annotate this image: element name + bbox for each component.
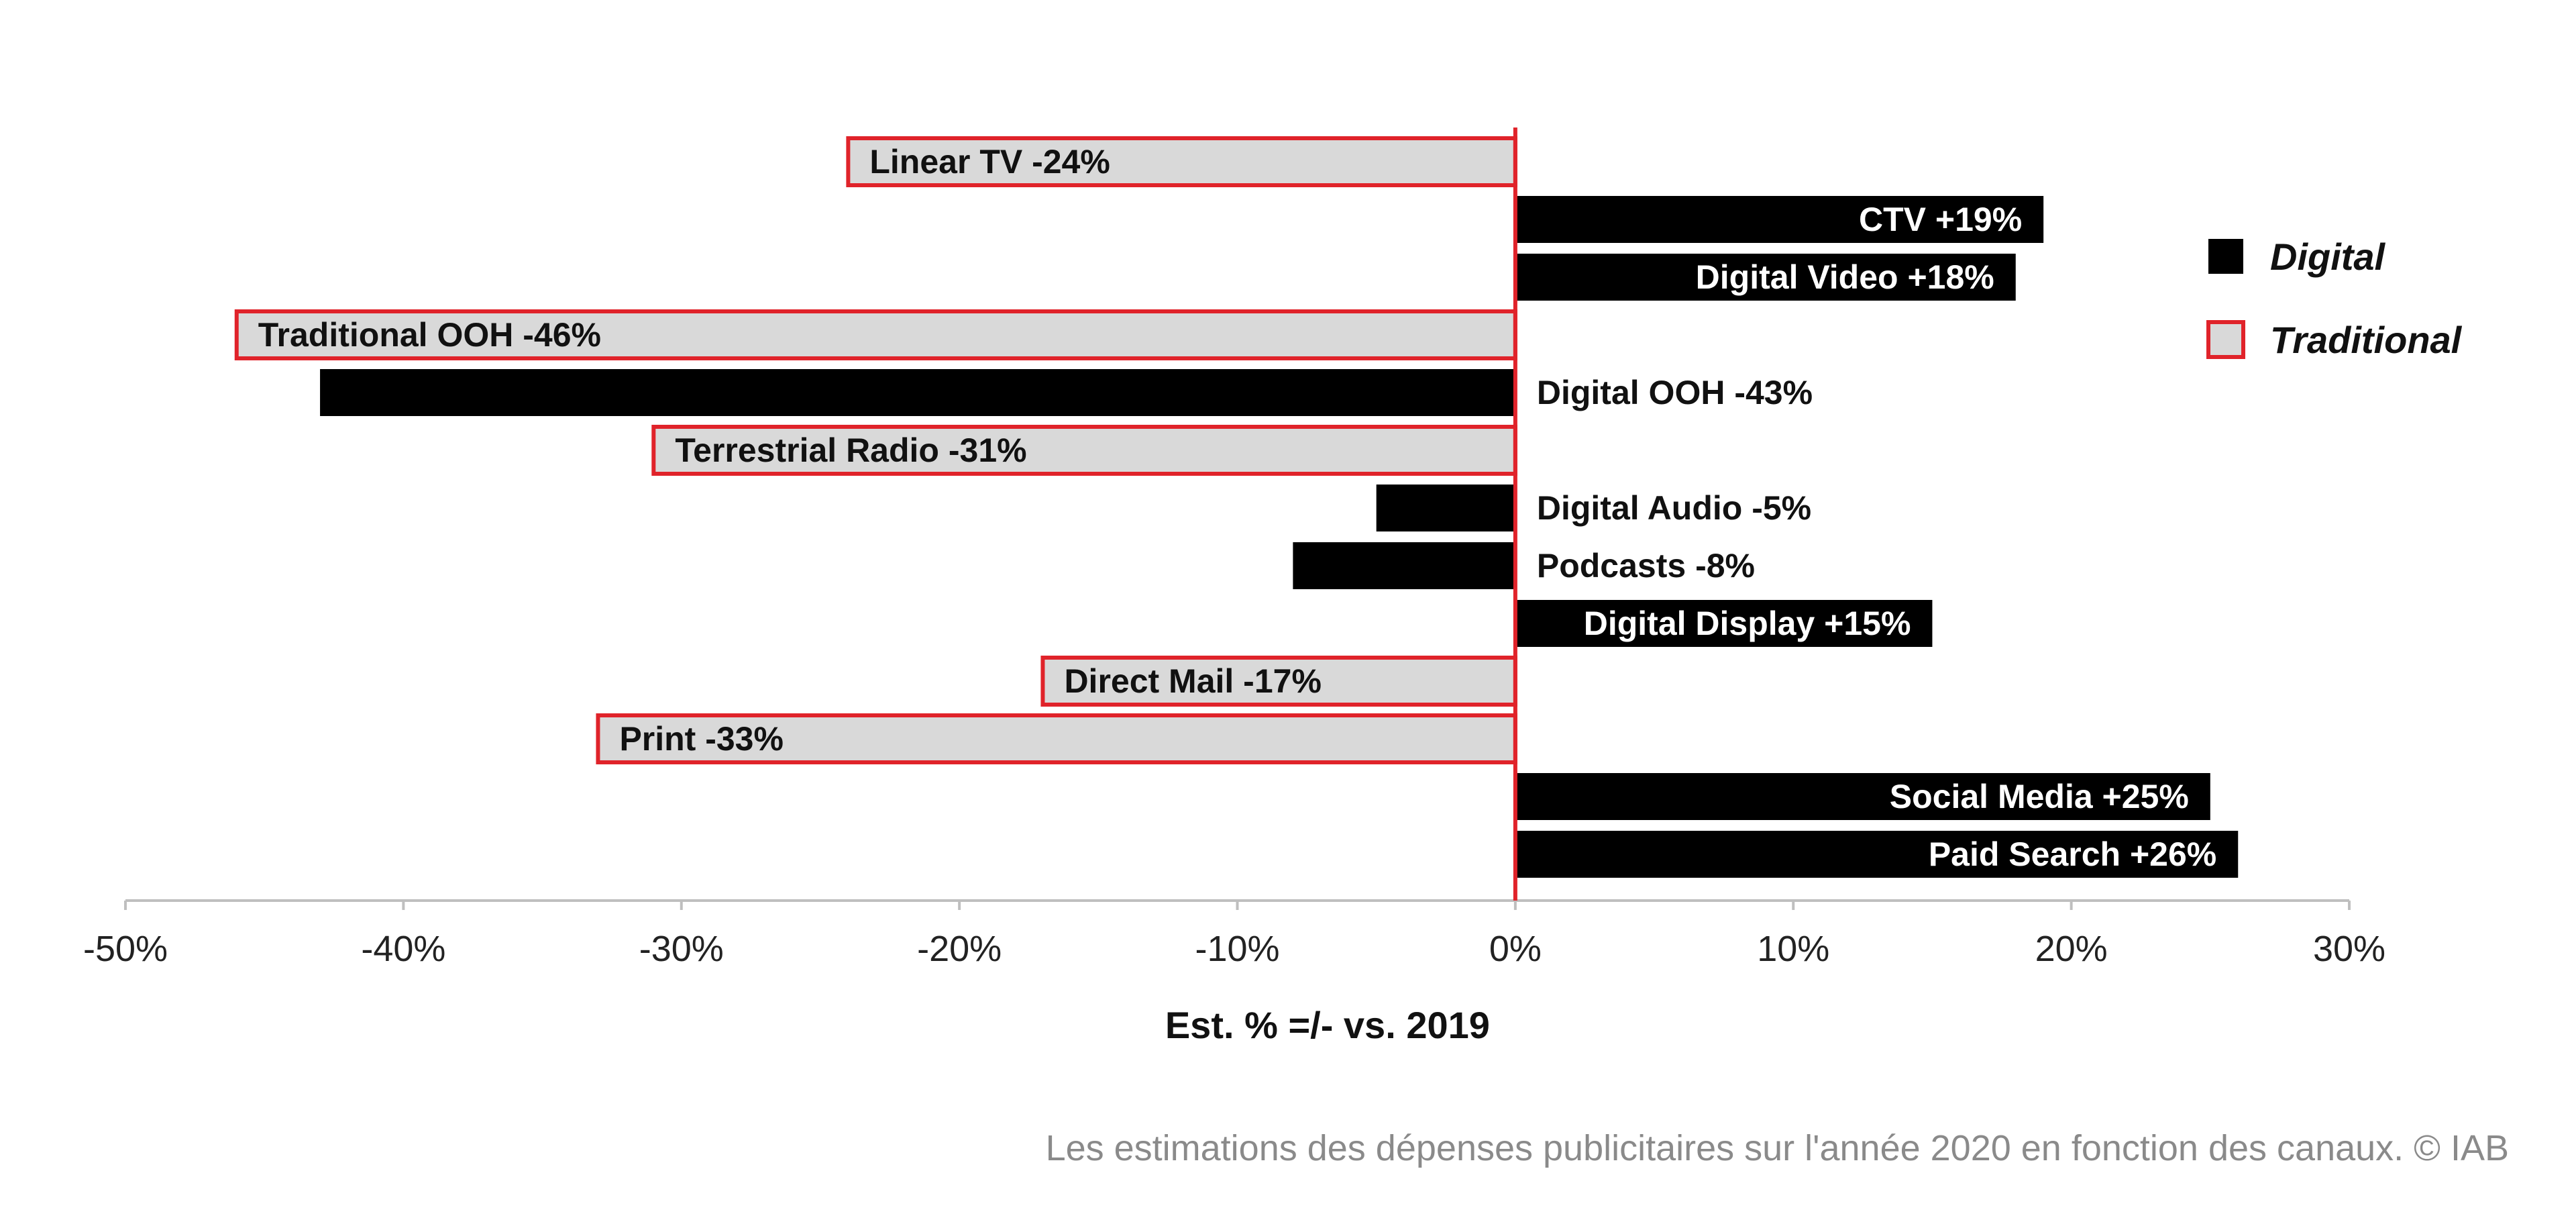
bar-label-digital-ooh: Digital OOH -43% [1537, 374, 1813, 411]
x-tick-label: 10% [1757, 929, 1829, 969]
x-tick-label: 20% [2035, 929, 2108, 969]
bar-direct-mail [1040, 656, 1517, 707]
bar-label-print: Print -33% [619, 720, 784, 758]
bar-social-media [1515, 773, 2210, 820]
x-axis: -50% -40% -30% -20% -10% 0% 10% 20% 30% Est. % =/… [83, 128, 2385, 1046]
x-axis-title: Est. % =/- vs. 2019 [1165, 1004, 1490, 1046]
bar-label-terrestrial-radio: Terrestrial Radio -31% [675, 431, 1026, 469]
bar-digital-video [1515, 254, 2016, 301]
figure-caption: Les estimations des dépenses publicitair… [1045, 1128, 2509, 1168]
x-tick-label: -50% [83, 929, 168, 969]
legend-swatch-traditional [2206, 320, 2245, 359]
bar-print [596, 713, 1517, 764]
legend: Digital Traditional [2206, 236, 2463, 361]
x-tick-label: -10% [1195, 929, 1279, 969]
bar-label-ctv: CTV +19% [1859, 201, 2022, 238]
bar-label-digital-display: Digital Display +15% [1584, 605, 1911, 642]
bar-label-linear-tv: Linear TV -24% [869, 143, 1110, 181]
bar-label-podcasts: Podcasts -8% [1537, 547, 1755, 584]
x-tick-label: 30% [2313, 929, 2385, 969]
bar-podcasts [1293, 542, 1515, 589]
bar-linear-tv [846, 136, 1517, 187]
bar-label-social-media: Social Media +25% [1890, 778, 2189, 815]
legend-label-traditional: Traditional [2270, 319, 2463, 361]
x-tick-label: -20% [917, 929, 1002, 969]
bars-layer [234, 136, 2239, 878]
legend-swatch-digital [2208, 239, 2243, 274]
x-tick-label: -40% [361, 929, 445, 969]
bar-paid-search [1515, 831, 2239, 878]
bar-label-direct-mail: Direct Mail -17% [1064, 662, 1321, 700]
bar-label-digital-audio: Digital Audio -5% [1537, 489, 1811, 527]
legend-label-digital: Digital [2270, 236, 2386, 278]
x-tick-label: -30% [639, 929, 724, 969]
bar-digital-display [1515, 600, 1933, 647]
bar-ctv [1515, 196, 2044, 243]
bar-label-traditional-ooh: Traditional OOH -46% [258, 316, 601, 354]
bar-digital-ooh [320, 369, 1515, 416]
x-tick-label: 0% [1489, 929, 1542, 969]
bar-digital-audio [1376, 485, 1515, 531]
bar-label-digital-video: Digital Video +18% [1696, 258, 1994, 296]
bar-labels-layer: Linear TV -24% CTV +19% Digital Video +18%… [258, 143, 2217, 873]
bar-label-paid-search: Paid Search +26% [1929, 835, 2216, 873]
